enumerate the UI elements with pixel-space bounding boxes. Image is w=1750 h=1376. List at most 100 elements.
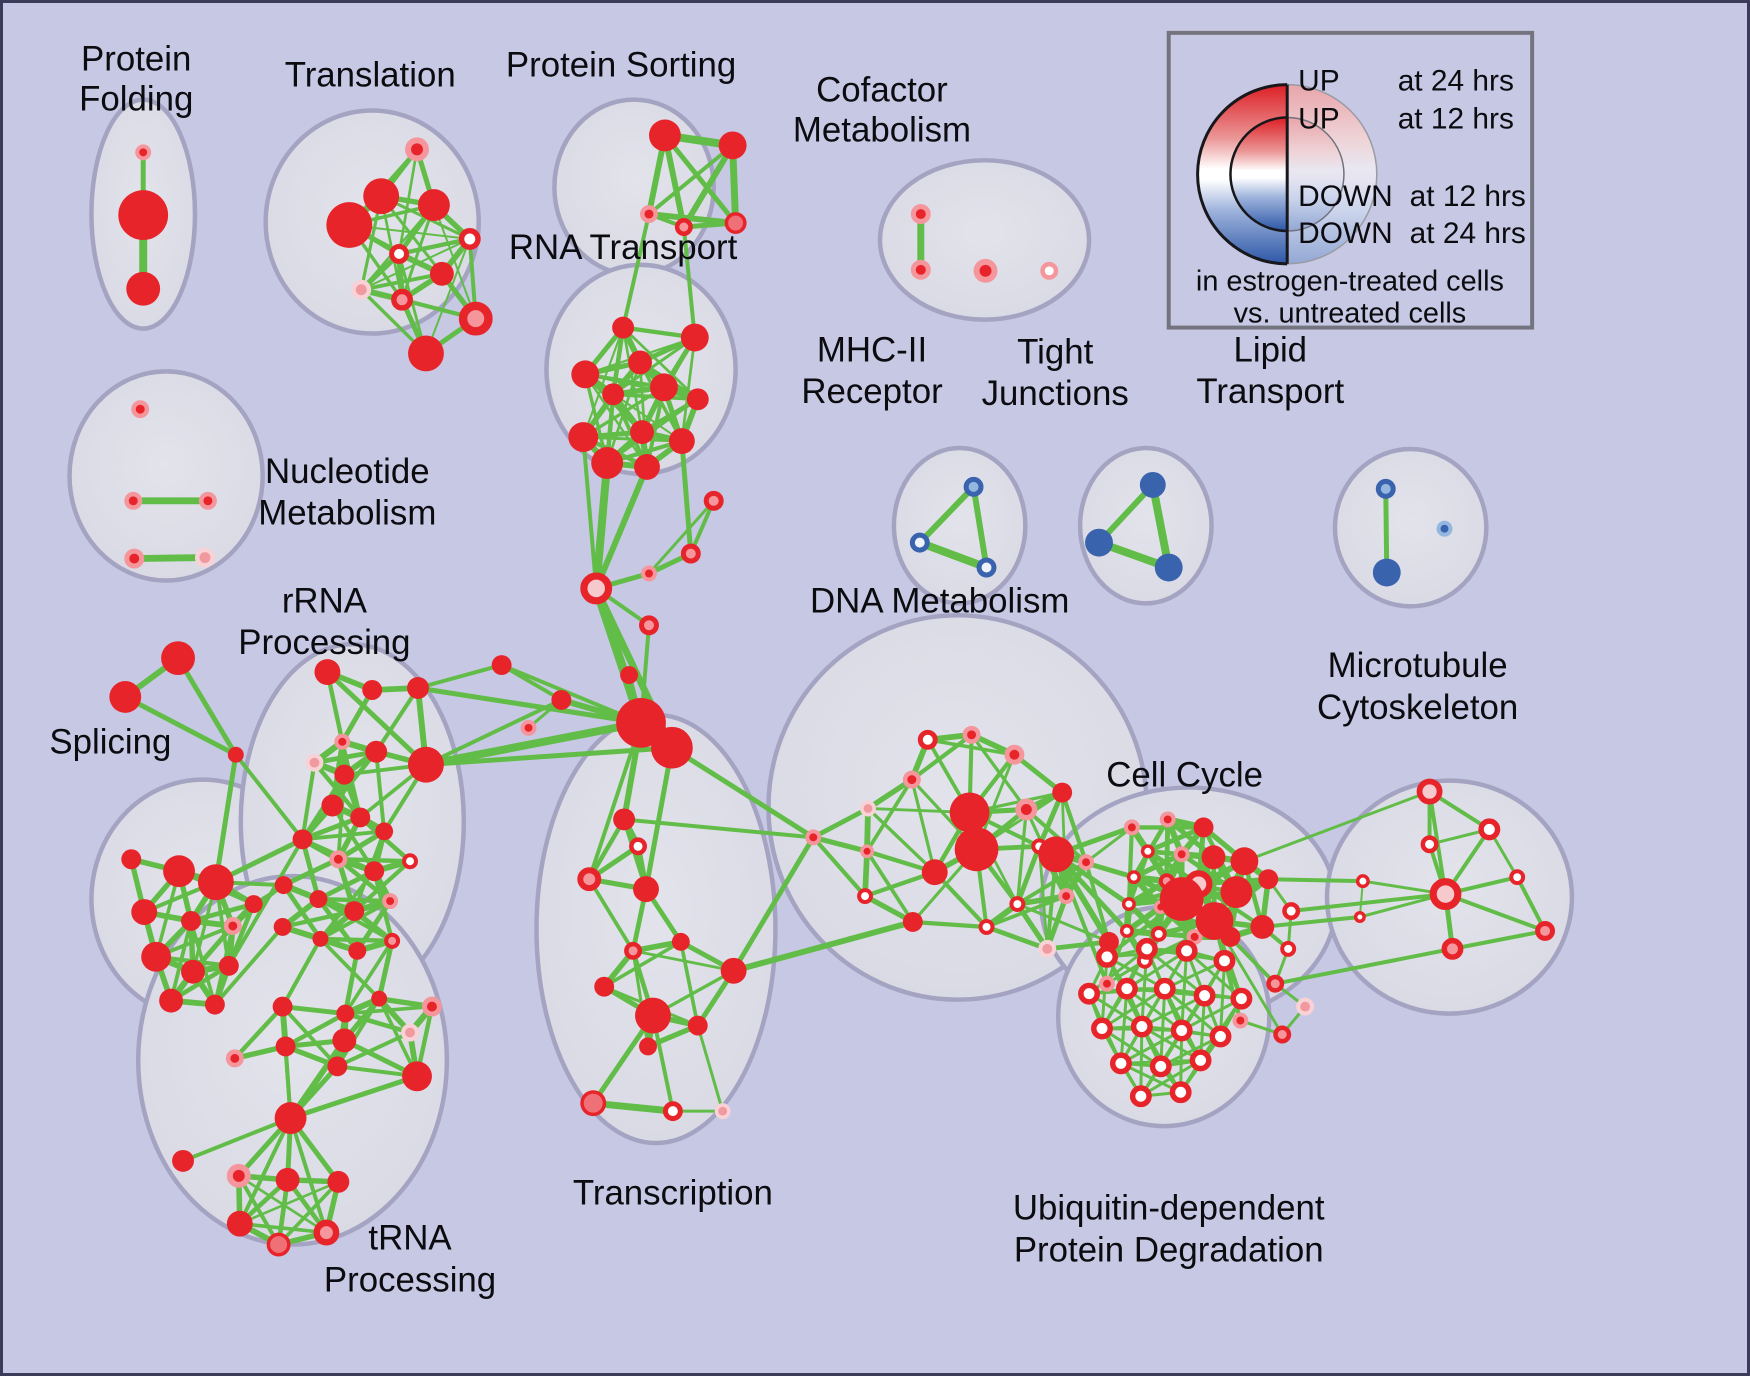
edge-link-rt-hub	[581, 435, 599, 591]
edge-cc	[1145, 824, 1207, 854]
node-rt-4	[602, 383, 625, 406]
edge-link-ts-dm	[731, 834, 816, 974]
node-ts-8	[635, 997, 671, 1034]
node-rr-2	[407, 677, 429, 699]
node-rr-3	[334, 733, 351, 750]
edge-rr	[300, 836, 321, 902]
edge-rr	[374, 749, 387, 834]
cluster-label-sp: Splicing	[49, 723, 171, 762]
node-mh-1	[909, 532, 930, 553]
edge-mt	[1450, 928, 1548, 951]
cluster-ellipse-nm	[67, 369, 265, 583]
node-hub-10	[703, 490, 724, 511]
edge-link-rt-hub	[593, 463, 650, 592]
edge-rr	[376, 938, 395, 1002]
edge-ub	[1140, 1025, 1203, 1062]
edge-link-sp-rr	[212, 924, 285, 1007]
node-dm-19	[1038, 939, 1057, 958]
edge-ts	[587, 877, 635, 953]
edge-sp	[213, 752, 239, 885]
node-tn-6	[266, 1232, 291, 1257]
legend-ring-12h-right	[1287, 117, 1344, 232]
node-sp-0	[161, 641, 195, 676]
network-nodes	[109, 119, 1556, 1257]
edge-rr	[374, 685, 421, 754]
node-ts-13	[714, 1103, 731, 1120]
edge-tn	[237, 1116, 293, 1226]
node-rr-6	[334, 764, 355, 785]
edge-link-dm-cc	[1084, 825, 1134, 864]
node-sp-13	[244, 895, 263, 914]
edge-dm	[910, 778, 937, 874]
edge-rr	[318, 936, 395, 944]
edge-rr	[318, 937, 382, 1001]
edge-rr	[280, 936, 323, 1009]
node-cc-11	[1220, 876, 1253, 909]
node-cc-6	[1201, 845, 1226, 870]
edge-rr	[280, 1004, 340, 1069]
cluster-label-mt: Microtubule	[1328, 646, 1508, 685]
node-rr-23	[272, 996, 293, 1017]
edge-tn	[181, 1116, 293, 1163]
edge-dm	[810, 834, 870, 854]
legend-time-label: at 24 hrs	[1398, 65, 1514, 98]
edge-rr	[280, 908, 357, 930]
edge-dm	[811, 835, 868, 899]
node-tr-6	[429, 261, 454, 286]
node-dm-13	[902, 912, 923, 932]
cluster-label-nm: Metabolism	[258, 494, 436, 533]
node-ub-1	[1135, 937, 1158, 960]
edge-tn	[276, 1180, 341, 1247]
edge-hub	[499, 663, 644, 725]
edge-rr	[283, 1011, 348, 1049]
edge-sp	[188, 901, 257, 924]
edge-tr	[359, 271, 444, 292]
edge-rr	[335, 1030, 413, 1069]
cluster-label-pf: Protein	[81, 40, 191, 79]
node-sp-1	[109, 681, 142, 713]
edge-ub	[1180, 997, 1243, 1032]
edge-link-sp-rr	[233, 752, 305, 842]
node-dm-1	[962, 725, 981, 744]
node-ub-6	[1153, 977, 1176, 1000]
node-tj-0	[1139, 471, 1166, 498]
cluster-label-mh: Receptor	[801, 372, 943, 411]
node-cc-25	[1266, 974, 1285, 993]
edge-ub	[1087, 947, 1149, 996]
edge-mh	[970, 483, 990, 571]
node-rt-11	[634, 454, 660, 480]
legend-inner-arc-left	[1229, 116, 1288, 233]
cluster-label-tj: Junctions	[982, 374, 1129, 413]
node-rr-16	[309, 890, 328, 909]
node-cc-16	[1150, 925, 1167, 942]
edge-rr	[342, 948, 360, 1016]
edge-link-rr-tn	[288, 1073, 420, 1121]
cluster-label-mt: Cytoskeleton	[1317, 688, 1518, 727]
node-rr-7	[408, 746, 444, 783]
node-tn-4	[327, 1170, 350, 1193]
edge-ps	[646, 211, 739, 227]
legend-footer-line: in estrogen-treated cells	[1196, 266, 1504, 298]
edge-link-sp-rr	[226, 837, 305, 968]
edge-tn	[288, 1116, 329, 1235]
cluster-label-dm: DNA Metabolism	[810, 581, 1069, 620]
edge-nm	[130, 554, 209, 563]
cluster-label-tn: Processing	[324, 1260, 496, 1299]
node-sp-12	[204, 994, 225, 1015]
edge-ub	[1125, 949, 1189, 991]
cluster-label-lt: Transport	[1196, 372, 1344, 411]
node-ps-0	[648, 119, 681, 152]
node-rr-11	[292, 829, 313, 850]
edge-link-hub-rr	[416, 663, 504, 690]
node-mt-7	[1441, 937, 1464, 960]
node-rr-18	[382, 893, 399, 910]
node-tn-1	[172, 1149, 194, 1172]
cluster-label-lt: Lipid	[1233, 330, 1307, 369]
node-dm-4	[860, 800, 876, 817]
node-rr-24	[336, 1004, 355, 1023]
edge-link-dm-ts	[622, 817, 816, 840]
edge-rr	[316, 896, 393, 904]
node-ub-0	[1096, 945, 1118, 968]
edge-link-hub-rr	[423, 697, 564, 767]
edge-dm	[1060, 790, 1089, 865]
